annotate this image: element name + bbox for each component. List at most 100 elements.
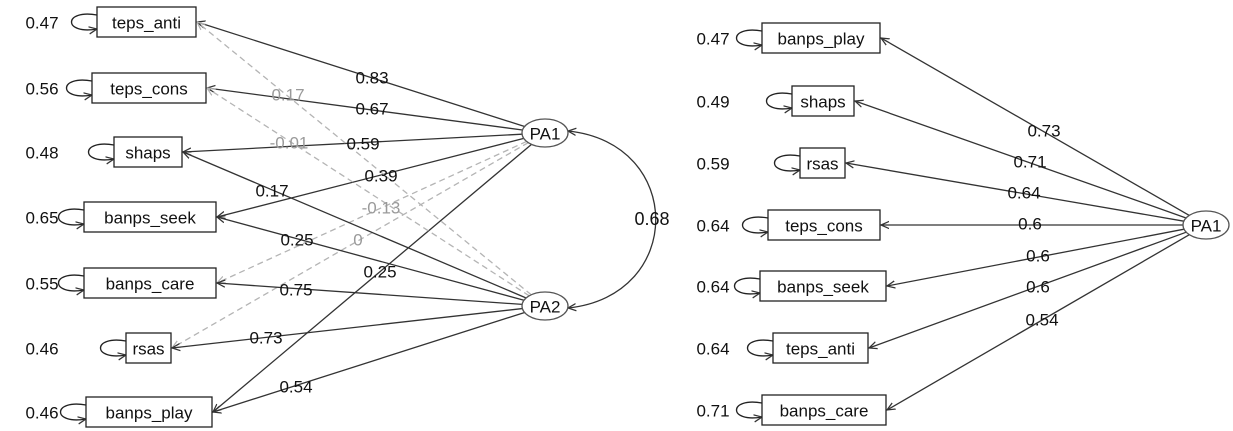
right-loading-path-banps-seek: [887, 228, 1185, 286]
loading-label-pa2-shaps: 0.17: [255, 182, 288, 201]
right-factor-pa1-ellipse: [1182, 210, 1230, 240]
factor-correlation-label: 0.68: [634, 209, 669, 229]
indicator-teps-anti-label: teps_anti: [112, 14, 181, 33]
right-loading-label-teps-cons: 0.6: [1018, 215, 1042, 234]
loading-path-pa2-shaps: [183, 152, 527, 299]
factor-correlation: 0.68: [568, 131, 670, 308]
left-loading-paths: [172, 22, 532, 412]
loading-label-pa1-banps-care: -0.13: [362, 199, 401, 218]
factor-pa2-ellipse: [521, 291, 569, 321]
right-indicator-teps-anti-residual-value: 0.64: [696, 340, 729, 359]
indicator-banps-play-label: banps_play: [106, 404, 193, 423]
right-indicator-banps-play-box: [761, 22, 881, 54]
right-loading-label-banps-care: 0.54: [1025, 311, 1058, 330]
indicator-shaps: shaps: [113, 136, 183, 168]
loading-label-pa1-banps-seek: 0.39: [364, 167, 397, 186]
indicator-shaps-residual-loop: [87, 143, 115, 160]
right-indicator-banps-seek-residual-value: 0.64: [696, 278, 729, 297]
indicator-teps-cons-label: teps_cons: [110, 80, 188, 99]
loading-label-pa2-teps-cons: -0.01: [270, 134, 309, 153]
right-indicator-teps-cons-residual-value: 0.64: [696, 217, 729, 236]
indicator-banps-care: banps_care: [83, 267, 217, 299]
right-indicator-banps-seek: banps_seek: [759, 270, 887, 302]
factor-pa2: PA2: [521, 291, 569, 321]
loading-path-pa2-rsas: [172, 307, 523, 348]
loading-label-pa2-banps-care: 0.75: [279, 281, 312, 300]
indicator-banps-seek: banps_seek: [83, 201, 217, 233]
left-model-nodes: teps_anti 0.47 teps_cons 0.56 shaps 0.48 banps…: [25, 6, 569, 428]
right-loading-path-shaps: [855, 101, 1187, 219]
right-indicator-shaps-residual-loop: [765, 92, 793, 109]
loading-label-pa1-banps-play: 0.25: [363, 263, 396, 282]
loading-label-pa2-banps-play: 0.54: [279, 378, 312, 397]
right-loading-labels: 0.73 0.71 0.64 0.6 0.6 0.6 0.54: [1007, 122, 1060, 330]
loading-label-pa1-rsas: 0: [353, 231, 362, 250]
indicator-banps-play-box: [85, 396, 213, 428]
right-loading-path-banps-play: [881, 38, 1190, 216]
loading-path-pa2-banps-seek: [217, 217, 525, 301]
right-loading-path-rsas: [846, 163, 1184, 222]
right-loading-label-banps-seek: 0.6: [1026, 247, 1050, 266]
right-indicator-teps-cons-residual-loop: [741, 216, 769, 233]
right-indicator-teps-cons-box: [767, 209, 881, 241]
right-indicator-banps-seek-label: banps_seek: [777, 278, 869, 297]
right-loading-label-rsas: 0.64: [1007, 184, 1040, 203]
indicator-teps-anti: teps_anti: [96, 6, 197, 38]
right-indicator-teps-anti-residual-loop: [746, 339, 774, 356]
loading-path-pa2-teps-anti: [197, 22, 532, 296]
indicator-banps-seek-box: [83, 201, 217, 233]
indicator-shaps-residual-value: 0.48: [25, 144, 58, 163]
loading-label-pa2-banps-seek: 0.25: [280, 231, 313, 250]
loading-path-pa1-banps-seek: [217, 137, 524, 217]
indicator-rsas-box: [125, 332, 172, 364]
indicator-rsas-residual-value: 0.46: [25, 340, 58, 359]
indicator-banps-play-residual-loop: [59, 403, 87, 420]
indicator-teps-cons-residual-value: 0.56: [25, 80, 58, 99]
indicator-teps-anti-box: [96, 6, 197, 38]
right-indicator-banps-care-label: banps_care: [780, 402, 869, 421]
indicator-banps-seek-residual-value: 0.65: [25, 209, 58, 228]
factor-pa2-label: PA2: [530, 298, 561, 317]
right-indicator-teps-anti-label: teps_anti: [786, 340, 855, 359]
right-loading-label-banps-play: 0.73: [1027, 122, 1060, 141]
loading-path-pa1-banps-play: [213, 143, 532, 412]
indicator-banps-play-residual-value: 0.46: [25, 404, 58, 423]
indicator-rsas-label: rsas: [132, 340, 164, 359]
factor-correlation-curve: [568, 131, 657, 308]
right-indicator-banps-care-residual-value: 0.71: [696, 402, 729, 421]
loading-path-pa2-teps-cons: [207, 88, 530, 297]
loading-label-pa1-teps-anti: 0.83: [355, 69, 388, 88]
indicator-shaps-box: [113, 136, 183, 168]
indicator-banps-seek-label: banps_seek: [104, 209, 196, 228]
right-indicator-banps-play-label: banps_play: [778, 30, 865, 49]
factor-pa1-label: PA1: [530, 125, 561, 144]
right-loading-paths: [846, 38, 1190, 410]
factor-pa1-ellipse: [521, 118, 569, 148]
indicator-banps-care-residual-loop: [57, 274, 85, 291]
loading-path-pa2-banps-play: [213, 311, 525, 412]
right-indicator-shaps-box: [791, 85, 855, 117]
right-indicator-rsas: rsas: [799, 147, 846, 179]
right-indicator-shaps: shaps: [791, 85, 855, 117]
right-indicator-shaps-label: shaps: [800, 93, 845, 112]
left-loading-labels: 0.830.670.590.39-0.1300.250.17-0.010.170…: [249, 69, 400, 397]
indicator-banps-care-label: banps_care: [106, 275, 195, 294]
factor-pa1: PA1: [521, 118, 569, 148]
right-indicator-teps-anti-box: [772, 332, 869, 364]
loading-label-pa1-teps-cons: 0.67: [355, 100, 388, 119]
right-indicator-teps-cons-label: teps_cons: [785, 217, 863, 236]
right-indicator-banps-seek-residual-loop: [733, 277, 761, 294]
right-indicator-teps-anti: teps_anti: [772, 332, 869, 364]
loading-path-pa1-banps-care: [217, 140, 527, 283]
indicator-shaps-label: shaps: [125, 144, 170, 163]
indicator-teps-cons-box: [91, 72, 207, 104]
right-loading-label-teps-anti: 0.6: [1026, 278, 1050, 297]
indicator-teps-cons: teps_cons: [91, 72, 207, 104]
right-indicator-banps-care: banps_care: [761, 394, 887, 426]
right-factor-pa1-label: PA1: [1191, 217, 1222, 236]
right-indicator-rsas-residual-value: 0.59: [696, 155, 729, 174]
right-indicator-rsas-residual-loop: [773, 154, 801, 171]
indicator-banps-seek-residual-loop: [57, 208, 85, 225]
right-indicator-teps-cons: teps_cons: [767, 209, 881, 241]
